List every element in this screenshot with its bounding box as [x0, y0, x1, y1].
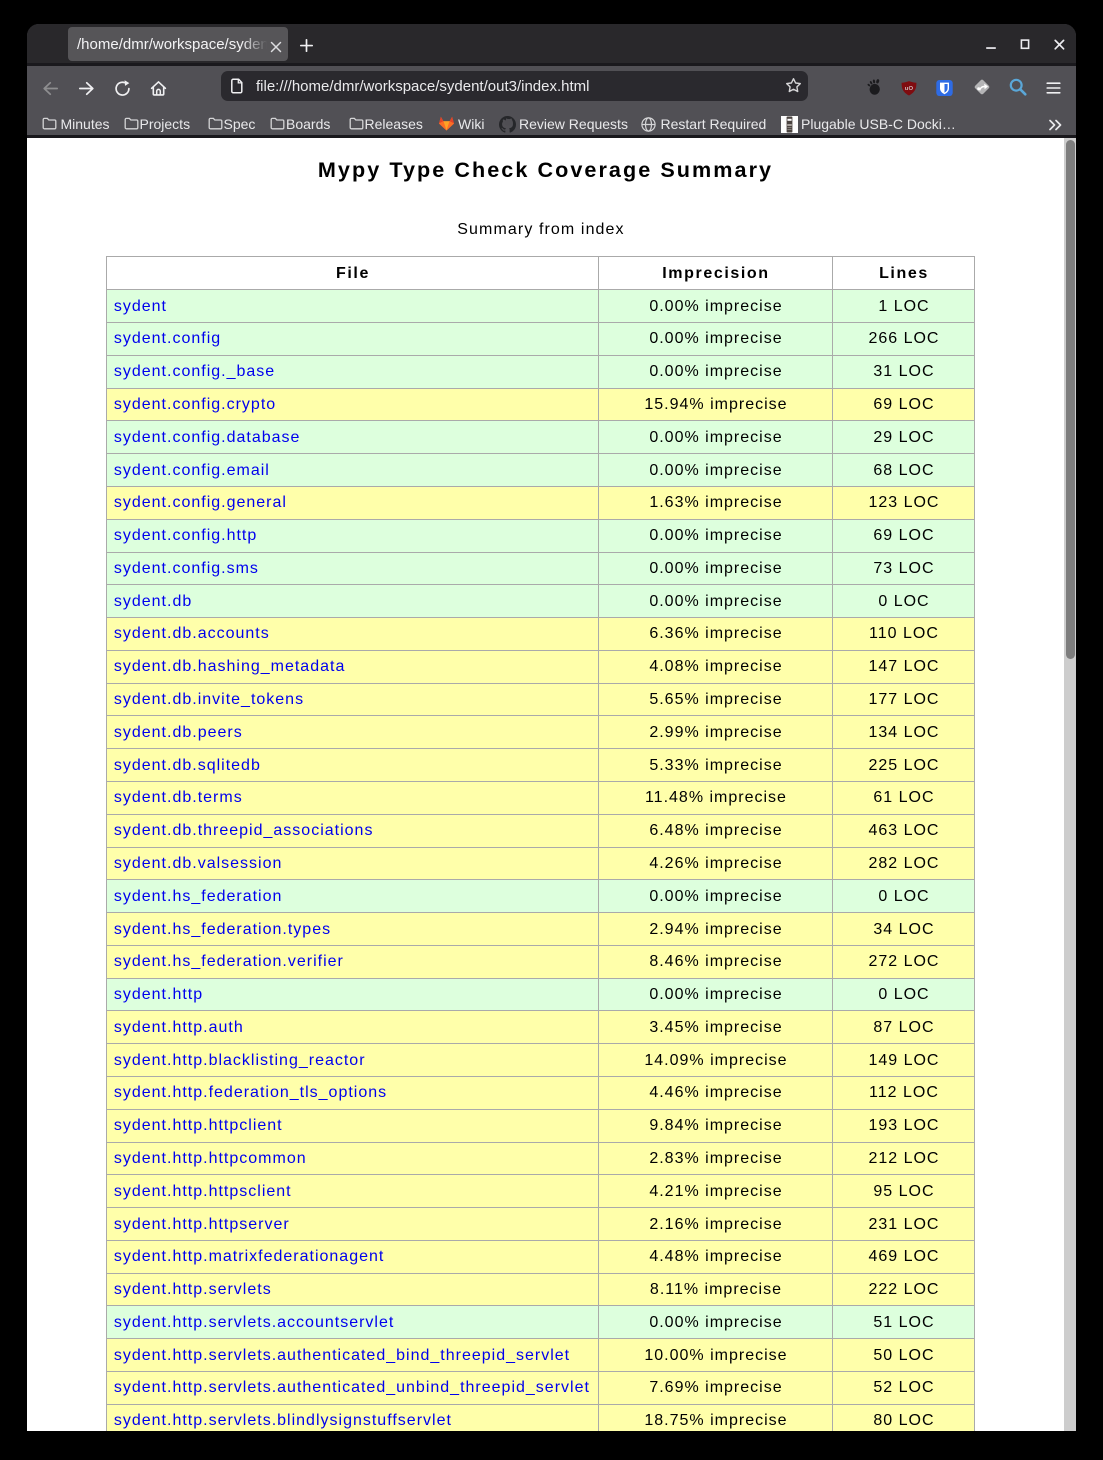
svg-text:uO: uO	[905, 86, 914, 92]
